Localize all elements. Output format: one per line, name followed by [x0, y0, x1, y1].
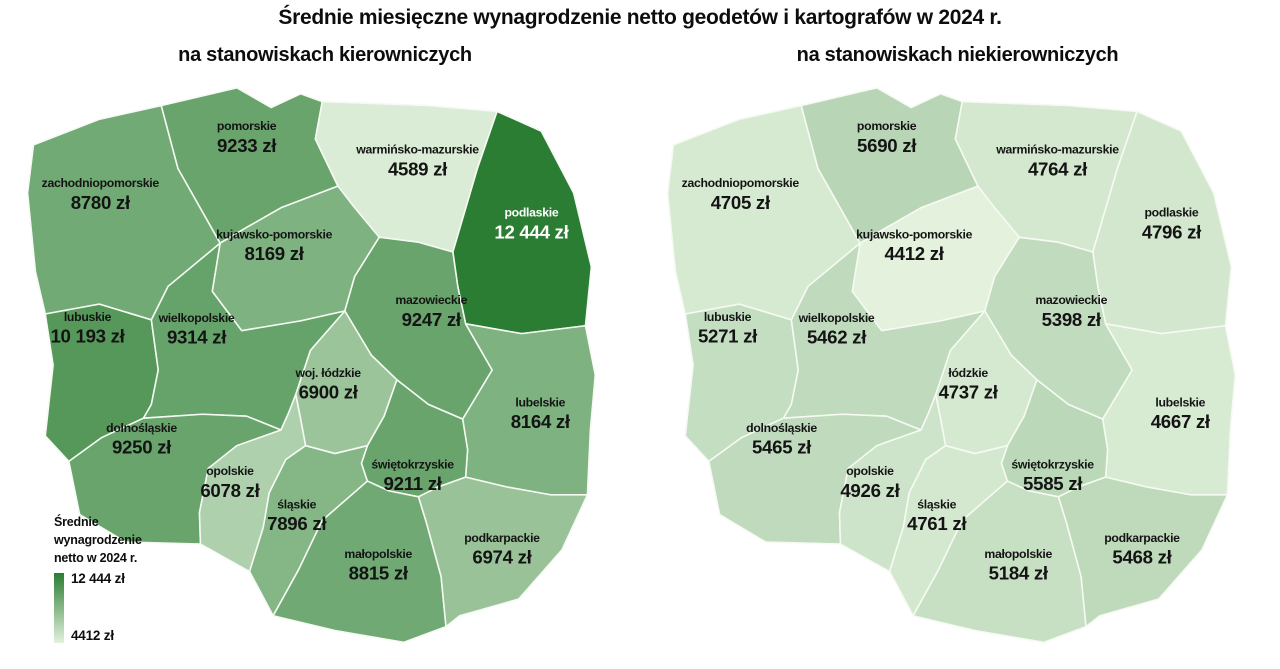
color-scale-legend: Średnie wynagrodzenie netto w 2024 r. 12…: [54, 514, 194, 644]
region-label-swietokrzyskie-manager: świętokrzyskie 9211 zł: [371, 457, 454, 494]
region-label-kujawsko-pomorskie-staff: kujawsko-pomorskie 4412 zł: [856, 227, 972, 264]
region-label-kujawsko-pomorskie-manager: kujawsko-pomorskie 8169 zł: [216, 227, 332, 264]
region-label-malopolskie-manager: małopolskie 8815 zł: [344, 547, 412, 584]
region-label-podkarpackie-staff: podkarpackie 5468 zł: [1104, 531, 1180, 568]
subtitle-nonmanagerial: na stanowiskach niekierowniczych: [796, 44, 1119, 66]
region-label-lubelskie-staff: lubelskie 4667 zł: [1151, 395, 1211, 432]
subtitle-managerial: na stanowiskach kierowniczych: [178, 44, 472, 66]
legend-title-line: wynagrodzenie: [54, 532, 142, 547]
region-malopolskie-manager: [272, 480, 447, 644]
legend-gradient-bar: [54, 573, 64, 644]
legend-title: Średnie wynagrodzenie netto w 2024 r.: [54, 514, 194, 567]
region-label-mazowieckie-manager: mazowieckie 9247 zł: [395, 293, 467, 330]
region-label-lubelskie-manager: lubelskie 8164 zł: [511, 395, 571, 432]
region-label-lodzkie-staff: łódzkie 4737 zł: [939, 366, 999, 403]
region-label-dolnoslaskie-staff: dolnośląskie 5465 zł: [746, 421, 817, 458]
region-label-podlaskie-manager: podlaskie 12 444 zł: [494, 206, 569, 243]
region-label-lubuskie-manager: lubuskie 10 193 zł: [50, 310, 125, 347]
poland-map-managerial: pomorskie 9233 zł zachodniopomorskie 8780 z…: [26, 87, 597, 644]
legend-title-line: Średnie: [54, 515, 99, 529]
region-label-podlaskie-staff: podlaskie 4796 zł: [1142, 206, 1202, 243]
region-podkarpackie-staff: [1057, 476, 1229, 628]
region-label-dolnoslaskie-manager: dolnośląskie 9250 zł: [106, 421, 177, 458]
region-label-wielkopolskie-manager: wielkopolskie 9314 zł: [158, 311, 235, 348]
region-label-warminsko-mazurskie-manager: warmińsko-mazurskie 4589 zł: [355, 143, 479, 180]
region-label-pomorskie-manager: pomorskie 9233 zł: [217, 119, 277, 156]
region-label-opolskie-manager: opolskie 6078 zł: [200, 464, 260, 501]
legend-title-line: netto w 2024 r.: [54, 550, 138, 565]
region-label-wielkopolskie-staff: wielkopolskie 5462 zł: [798, 311, 875, 348]
region-label-lodzkie-manager: woj. łódzkie 6900 zł: [295, 366, 362, 403]
region-label-warminsko-mazurskie-staff: warmińsko-mazurskie 4764 zł: [995, 143, 1119, 180]
legend-max-label: 12 444 zł: [71, 571, 125, 587]
region-label-zachodniopomorskie-manager: zachodniopomorskie 8780 zł: [42, 176, 160, 213]
region-label-lubuskie-staff: lubuskie 5271 zł: [698, 310, 758, 347]
region-label-slaskie-manager: śląskie 7896 zł: [267, 498, 327, 535]
region-label-podkarpackie-manager: podkarpackie 6974 zł: [464, 531, 540, 568]
region-label-swietokrzyskie-staff: świętokrzyskie 5585 zł: [1011, 457, 1094, 494]
region-malopolskie-staff: [912, 480, 1087, 644]
region-label-zachodniopomorskie-staff: zachodniopomorskie 4705 zł: [682, 176, 800, 213]
region-label-slaskie-staff: śląskie 4761 zł: [907, 498, 967, 535]
region-label-mazowieckie-staff: mazowieckie 5398 zł: [1035, 293, 1107, 330]
region-label-pomorskie-staff: pomorskie 5690 zł: [857, 119, 917, 156]
page-title: Średnie miesięczne wynagrodzenie netto g…: [278, 6, 1002, 29]
legend-min-label: 4412 zł: [71, 628, 114, 644]
region-podkarpackie-manager: [417, 476, 589, 628]
poland-map-nonmanagerial: pomorskie 5690 zł zachodniopomorskie 4705 z…: [666, 87, 1237, 644]
region-label-opolskie-staff: opolskie 4926 zł: [840, 464, 900, 501]
region-label-malopolskie-staff: małopolskie 5184 zł: [984, 547, 1052, 584]
